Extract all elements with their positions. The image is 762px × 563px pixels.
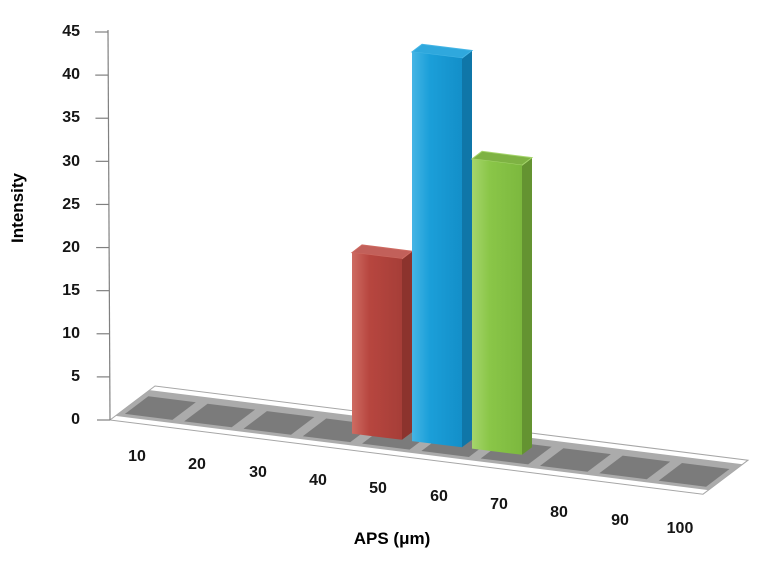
bar-60-top — [410, 43, 474, 59]
bar-70-top — [470, 150, 534, 166]
bar-50-side — [402, 251, 412, 440]
y-tick-label: 25 — [62, 196, 80, 213]
y-tick-label: 40 — [62, 66, 80, 83]
x-tick-label: 40 — [309, 472, 327, 489]
x-tick-label: 10 — [128, 448, 146, 465]
bar-50-front — [352, 252, 402, 440]
floor-tile-80 — [540, 448, 611, 472]
bar-70-side — [522, 157, 532, 455]
y-tick-label: 45 — [62, 23, 80, 40]
x-tick-label: 20 — [188, 456, 206, 473]
y-tick-label: 30 — [62, 153, 80, 170]
y-tick-label: 35 — [62, 109, 80, 126]
floor-tile-100 — [658, 463, 730, 487]
x-tick-label: 70 — [490, 496, 508, 513]
x-tick-label: 60 — [430, 488, 448, 505]
x-tick-label: 30 — [249, 464, 267, 481]
x-axis-title: APS (μm) — [353, 529, 431, 548]
floor-tile-20 — [184, 403, 256, 428]
y-tick-label: 0 — [71, 411, 80, 428]
bar-60-front — [412, 51, 462, 448]
floor-tile-10 — [124, 396, 196, 420]
y-tick-label: 15 — [62, 282, 80, 299]
floor-tile-30 — [243, 411, 315, 435]
bar-70-front — [472, 158, 522, 455]
y-tick-label: 10 — [62, 325, 80, 342]
y-tick-label: 5 — [71, 368, 80, 385]
x-tick-label: 50 — [369, 480, 387, 497]
x-tick-label: 100 — [666, 520, 694, 537]
y-axis-line — [107, 29, 111, 421]
x-tick-label: 80 — [550, 504, 568, 521]
bar-60-side — [462, 50, 472, 448]
y-tick-label: 20 — [62, 239, 80, 256]
x-tick-label: 90 — [611, 512, 629, 529]
floor-tile-90 — [599, 455, 671, 480]
y-axis-title: Intensity — [8, 173, 27, 243]
